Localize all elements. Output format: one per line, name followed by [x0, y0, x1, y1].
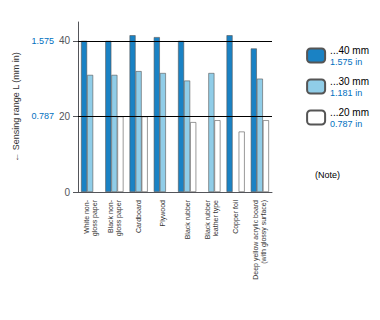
svg-text:1.181 in: 1.181 in [330, 88, 362, 98]
svg-text:(with glossy surface): (with glossy surface) [260, 200, 268, 264]
svg-text:(Note): (Note) [315, 170, 340, 180]
svg-text:leather type: leather type [212, 200, 220, 237]
svg-text:40: 40 [59, 35, 71, 46]
svg-text:Cardboard: Cardboard [135, 200, 142, 233]
svg-text:1.575: 1.575 [31, 36, 54, 46]
svg-text:20: 20 [59, 111, 71, 122]
svg-text:0: 0 [64, 187, 70, 198]
svg-text:Copper foil: Copper foil [232, 200, 240, 234]
svg-text:...40 mm: ...40 mm [330, 45, 369, 56]
svg-text:...20 mm: ...20 mm [330, 107, 369, 118]
svg-text:...30 mm: ...30 mm [330, 76, 369, 87]
svg-text:Black non-: Black non- [107, 199, 114, 233]
svg-text:0.787: 0.787 [31, 111, 54, 121]
svg-text:gloss paper: gloss paper [91, 199, 99, 236]
svg-text:Black rubber: Black rubber [184, 199, 191, 239]
svg-text:Deep yellow acrylic board: Deep yellow acrylic board [252, 200, 260, 280]
svg-text:0.787 in: 0.787 in [330, 119, 362, 129]
svg-text:White non-: White non- [83, 199, 90, 234]
svg-text:1.575 in: 1.575 in [330, 57, 362, 67]
svg-text:Plywood: Plywood [159, 200, 167, 227]
svg-text:gloss paper: gloss paper [115, 199, 123, 236]
svg-text:Black rubber: Black rubber [204, 199, 211, 239]
svg-text:← Sensing range L (mm in): ← Sensing range L (mm in) [11, 52, 21, 162]
